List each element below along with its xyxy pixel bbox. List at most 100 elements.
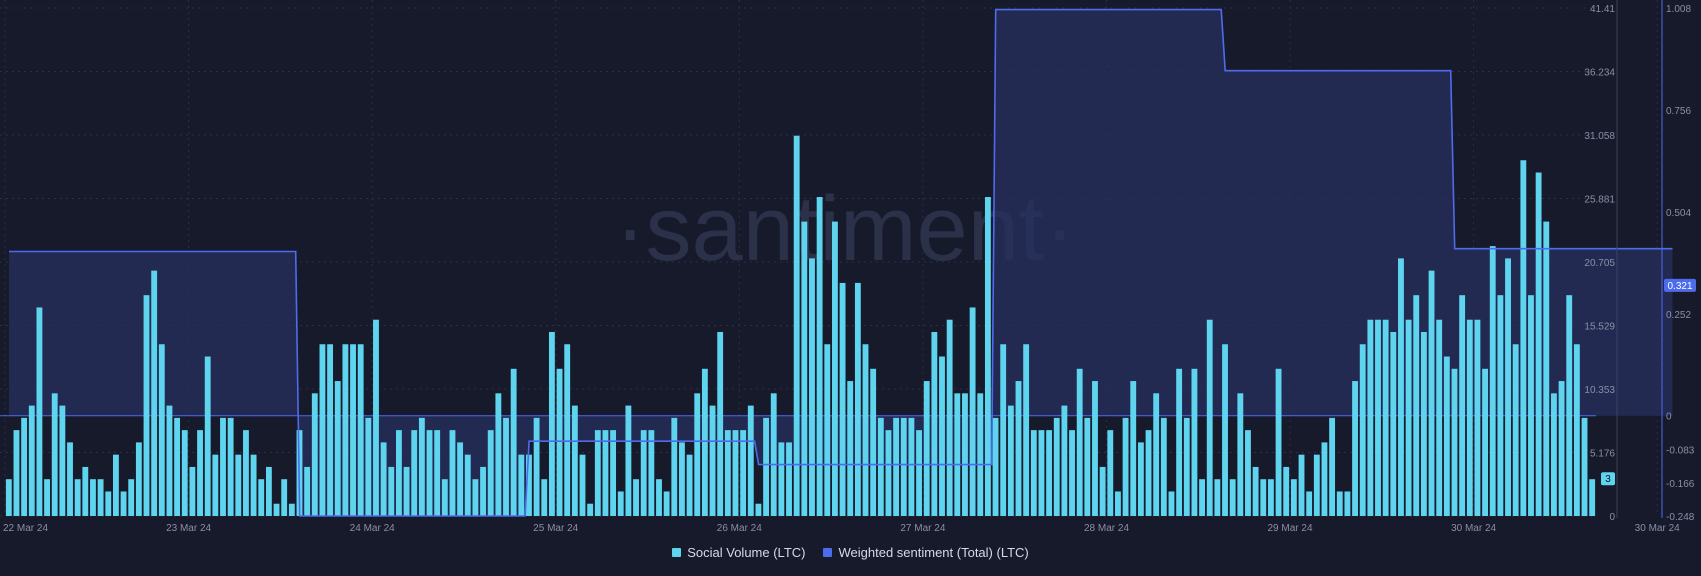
social-volume-bar bbox=[1007, 405, 1014, 516]
social-volume-bar bbox=[1053, 417, 1060, 516]
social-volume-bar bbox=[870, 368, 877, 516]
social-volume-bar bbox=[1245, 430, 1251, 516]
social-volume-bar bbox=[1298, 454, 1305, 516]
social-volume-bar bbox=[877, 417, 884, 516]
social-volume-bar bbox=[1420, 331, 1427, 516]
social-volume-bar bbox=[1290, 479, 1297, 516]
social-volume-bar bbox=[1413, 295, 1420, 516]
social-volume-bar bbox=[105, 491, 112, 516]
social-volume-bar bbox=[1130, 381, 1137, 516]
social-volume-bar bbox=[243, 430, 249, 516]
social-volume-bar bbox=[1443, 356, 1450, 516]
social-volume-bar bbox=[1451, 368, 1458, 516]
social-volume-bar bbox=[770, 393, 777, 516]
social-volume-bar bbox=[931, 331, 938, 516]
social-volume-bar bbox=[1191, 368, 1198, 516]
social-volume-bar bbox=[143, 295, 150, 516]
social-volume-bar bbox=[1543, 221, 1550, 516]
social-volume-bar bbox=[342, 344, 349, 516]
social-volume-bar bbox=[197, 430, 203, 516]
legend-item-social-volume[interactable]: Social Volume (LTC) bbox=[672, 545, 805, 560]
legend: Social Volume (LTC) Weighted sentiment (… bbox=[0, 545, 1701, 560]
social-volume-bar bbox=[311, 393, 318, 516]
social-volume-bar bbox=[679, 442, 685, 516]
social-volume-bar bbox=[503, 417, 509, 516]
social-volume-bar bbox=[90, 479, 96, 516]
axes: 41.41 36.234 31.058 25.881 20.705 15.529 10.35… bbox=[3, 0, 1696, 534]
social-volume-bar bbox=[1084, 417, 1091, 516]
social-volume-bar bbox=[82, 466, 89, 516]
social-volume-bar bbox=[97, 479, 104, 516]
social-volume-bar bbox=[1535, 172, 1542, 516]
social-volume-bar bbox=[166, 405, 173, 516]
social-volume-bar bbox=[1122, 417, 1129, 516]
social-volume-bar bbox=[724, 430, 731, 516]
social-volume-bar bbox=[1375, 319, 1381, 516]
social-volume-bar bbox=[434, 430, 441, 516]
legend-label-weighted-sentiment: Weighted sentiment (Total) (LTC) bbox=[838, 545, 1029, 560]
legend-item-weighted-sentiment[interactable]: Weighted sentiment (Total) (LTC) bbox=[823, 545, 1029, 560]
social-volume-bar bbox=[1329, 417, 1336, 516]
social-volume-bar bbox=[1107, 430, 1114, 516]
social-volume-bar bbox=[36, 307, 43, 516]
social-volume-bar bbox=[1283, 466, 1290, 516]
x-tick-label: 30 Mar 24 bbox=[1451, 523, 1496, 534]
social-volume-bar bbox=[1436, 319, 1443, 516]
sentiment-tick-label: -0.248 bbox=[1666, 512, 1695, 523]
social-volume-bar bbox=[656, 479, 662, 516]
social-volume-bar bbox=[617, 491, 624, 516]
x-tick-label: 26 Mar 24 bbox=[717, 523, 762, 534]
social-volume-bars bbox=[5, 135, 1596, 517]
social-volume-bar bbox=[327, 344, 334, 516]
social-volume-bar bbox=[541, 479, 548, 516]
social-volume-bar bbox=[594, 430, 601, 516]
social-volume-bar bbox=[235, 454, 242, 516]
social-volume-bar bbox=[510, 368, 517, 516]
sentiment-tick-label: 0.504 bbox=[1666, 208, 1691, 219]
social-volume-bar bbox=[939, 356, 945, 516]
social-volume-bar bbox=[258, 479, 265, 516]
sentiment-tick-label: -0.166 bbox=[1666, 479, 1695, 490]
social-volume-bar bbox=[74, 479, 81, 516]
social-volume-bar bbox=[740, 430, 747, 516]
volume-tick-label: 15.529 bbox=[1584, 321, 1615, 332]
social-volume-bar bbox=[602, 430, 609, 516]
sentiment-line bbox=[9, 8, 1673, 517]
social-volume-bar bbox=[1030, 430, 1037, 516]
social-volume-bar bbox=[487, 430, 494, 516]
sentiment-step-line bbox=[9, 8, 1673, 517]
social-volume-bar bbox=[281, 479, 288, 516]
social-volume-bar bbox=[304, 466, 311, 516]
social-volume-bar bbox=[1321, 442, 1328, 516]
social-volume-bar bbox=[158, 344, 165, 516]
social-volume-bar bbox=[763, 417, 769, 516]
social-volume-bar bbox=[59, 405, 66, 516]
social-volume-bar bbox=[946, 319, 953, 516]
social-volume-bar bbox=[1505, 258, 1511, 516]
social-volume-bar bbox=[1466, 319, 1473, 516]
social-volume-bar bbox=[418, 417, 425, 516]
social-volume-bar bbox=[847, 381, 854, 516]
social-volume-bar bbox=[28, 405, 35, 516]
sentiment-last-value-text: 0.321 bbox=[1667, 281, 1692, 292]
social-volume-bar bbox=[388, 466, 395, 516]
volume-tick-label: 25.881 bbox=[1584, 195, 1615, 206]
social-volume-bar bbox=[1482, 368, 1489, 516]
social-volume-bar bbox=[1558, 381, 1565, 516]
social-volume-bar bbox=[640, 430, 647, 516]
social-volume-bar bbox=[441, 479, 448, 516]
social-volume-bar bbox=[801, 221, 808, 516]
social-volume-bar bbox=[893, 417, 900, 516]
social-volume-bar bbox=[916, 430, 922, 516]
social-volume-bar bbox=[1252, 466, 1259, 516]
sentiment-area-fill bbox=[9, 9, 1673, 516]
social-volume-bar bbox=[1267, 479, 1274, 516]
social-volume-bar bbox=[854, 282, 861, 516]
social-volume-bar bbox=[189, 466, 196, 516]
social-volume-bar bbox=[1344, 491, 1351, 516]
social-volume-bar bbox=[350, 344, 356, 516]
social-volume-bar bbox=[977, 393, 984, 516]
social-volume-bar bbox=[954, 393, 961, 516]
volume-tick-label: 10.353 bbox=[1584, 385, 1615, 396]
